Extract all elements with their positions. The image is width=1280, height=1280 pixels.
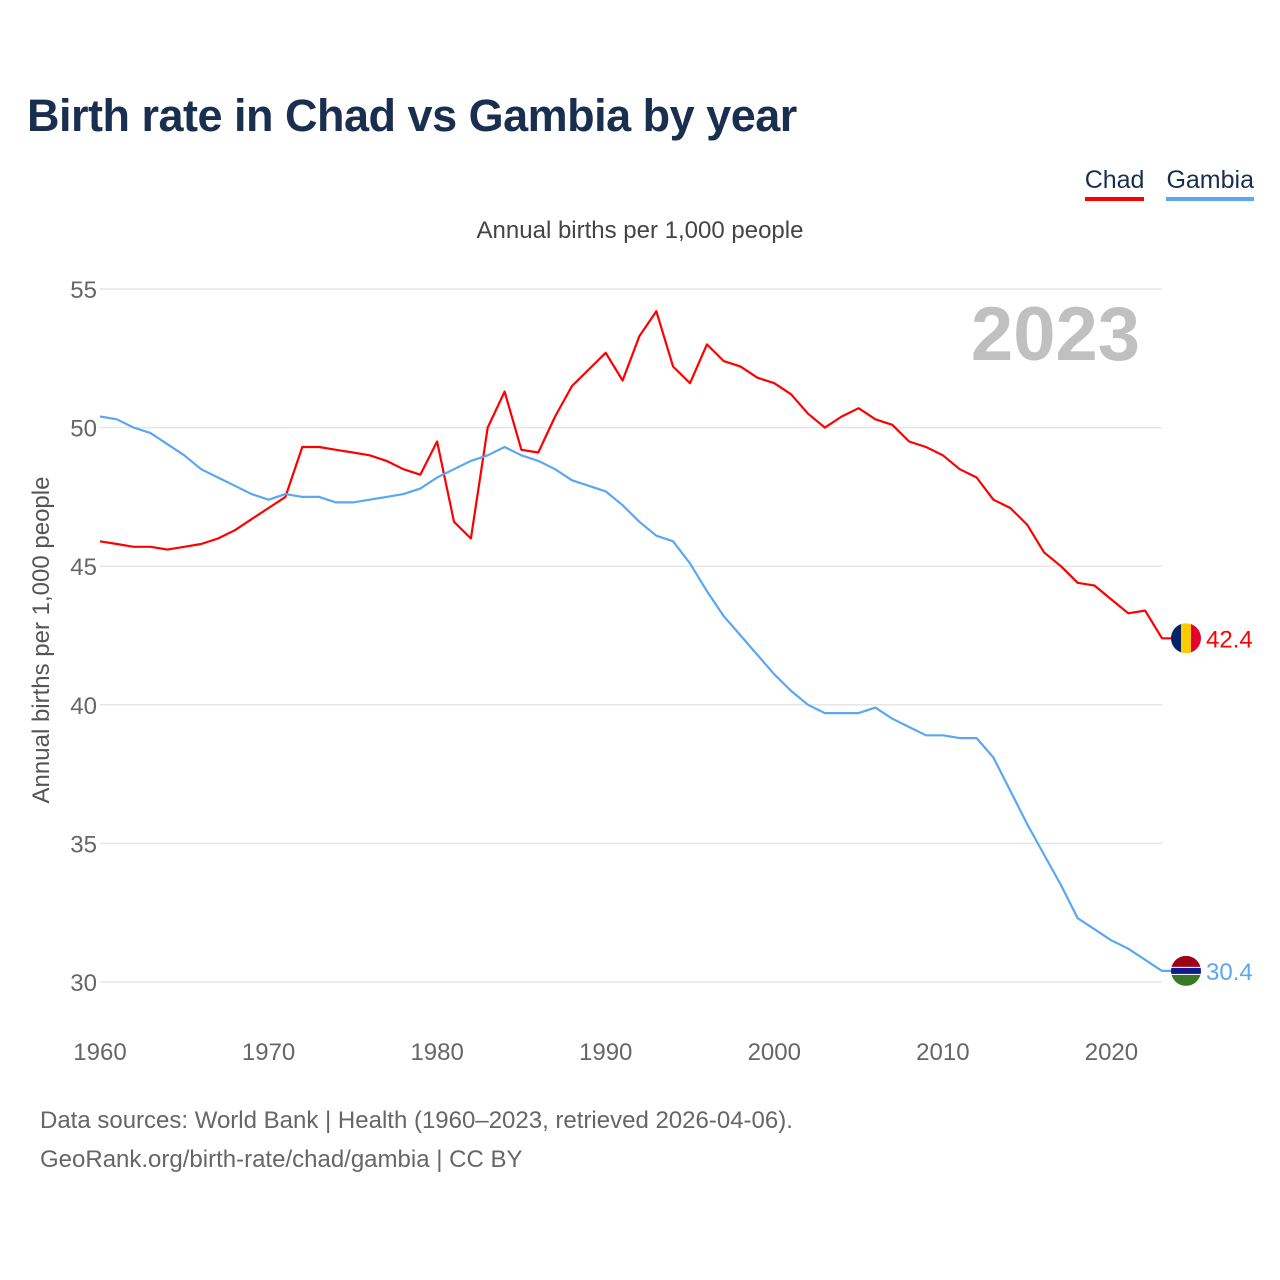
chart-subtitle: Annual births per 1,000 people [476, 217, 804, 244]
legend-item-gambia[interactable]: Gambia [1166, 166, 1254, 201]
x-tick-label: 2010 [916, 1039, 969, 1066]
chart-title: Birth rate in Chad vs Gambia by year [27, 90, 797, 141]
series-line-chad [99, 310, 1186, 640]
x-tick-label: 1970 [242, 1039, 295, 1066]
y-tick-label: 35 [70, 831, 97, 858]
x-tick-label: 1990 [579, 1039, 632, 1066]
x-tick-label: 1960 [73, 1039, 126, 1066]
legend-item-chad[interactable]: Chad [1084, 166, 1145, 201]
flag-gambia-icon [1171, 955, 1201, 986]
x-tick-label: 2020 [1085, 1039, 1138, 1066]
y-tick-label: 40 [70, 693, 97, 720]
end-value-label-gambia: 30.4 [1206, 959, 1253, 986]
footer-sources: Data sources: World Bank | Health (1960–… [40, 1107, 793, 1134]
y-tick-label: 45 [70, 554, 97, 581]
footer-attribution: GeoRank.org/birth-rate/chad/gambia | CC … [40, 1146, 523, 1173]
y-tick-label: 50 [70, 416, 97, 443]
y-tick-label: 30 [70, 970, 97, 997]
flag-chad-icon [1171, 623, 1201, 654]
end-value-label-chad: 42.4 [1206, 626, 1253, 653]
x-tick-label: 1980 [410, 1039, 463, 1066]
series-line-gambia [99, 415, 1186, 973]
x-tick-label: 2000 [748, 1039, 801, 1066]
legend: Chad Gambia [1084, 166, 1254, 201]
year-watermark: 2023 [971, 292, 1140, 377]
y-tick-label: 55 [70, 277, 97, 304]
